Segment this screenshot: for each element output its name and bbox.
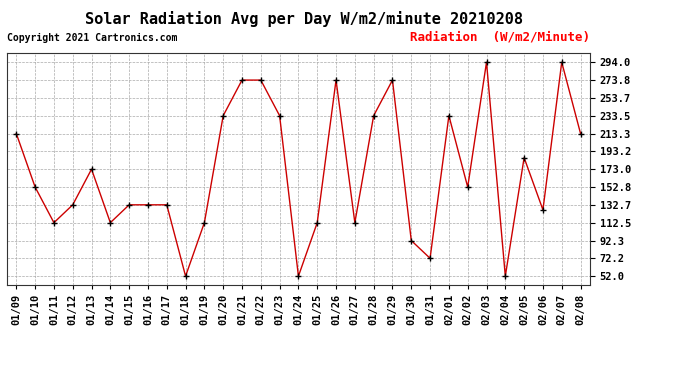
Text: Solar Radiation Avg per Day W/m2/minute 20210208: Solar Radiation Avg per Day W/m2/minute …: [85, 11, 522, 27]
Text: Radiation  (W/m2/Minute): Radiation (W/m2/Minute): [410, 30, 590, 43]
Text: Copyright 2021 Cartronics.com: Copyright 2021 Cartronics.com: [7, 33, 177, 43]
